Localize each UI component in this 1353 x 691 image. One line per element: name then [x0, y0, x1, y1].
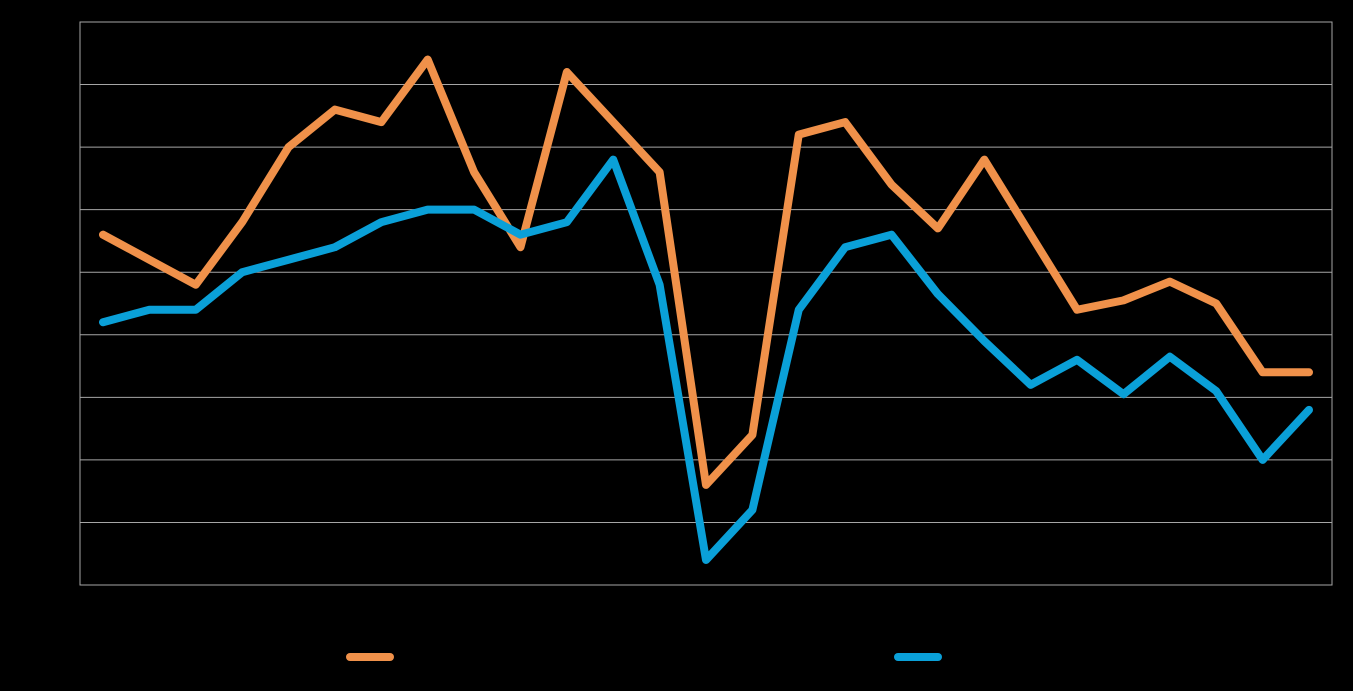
plot-border	[79, 21, 1333, 586]
series-line	[99, 55, 1313, 489]
series-line	[99, 155, 1313, 564]
